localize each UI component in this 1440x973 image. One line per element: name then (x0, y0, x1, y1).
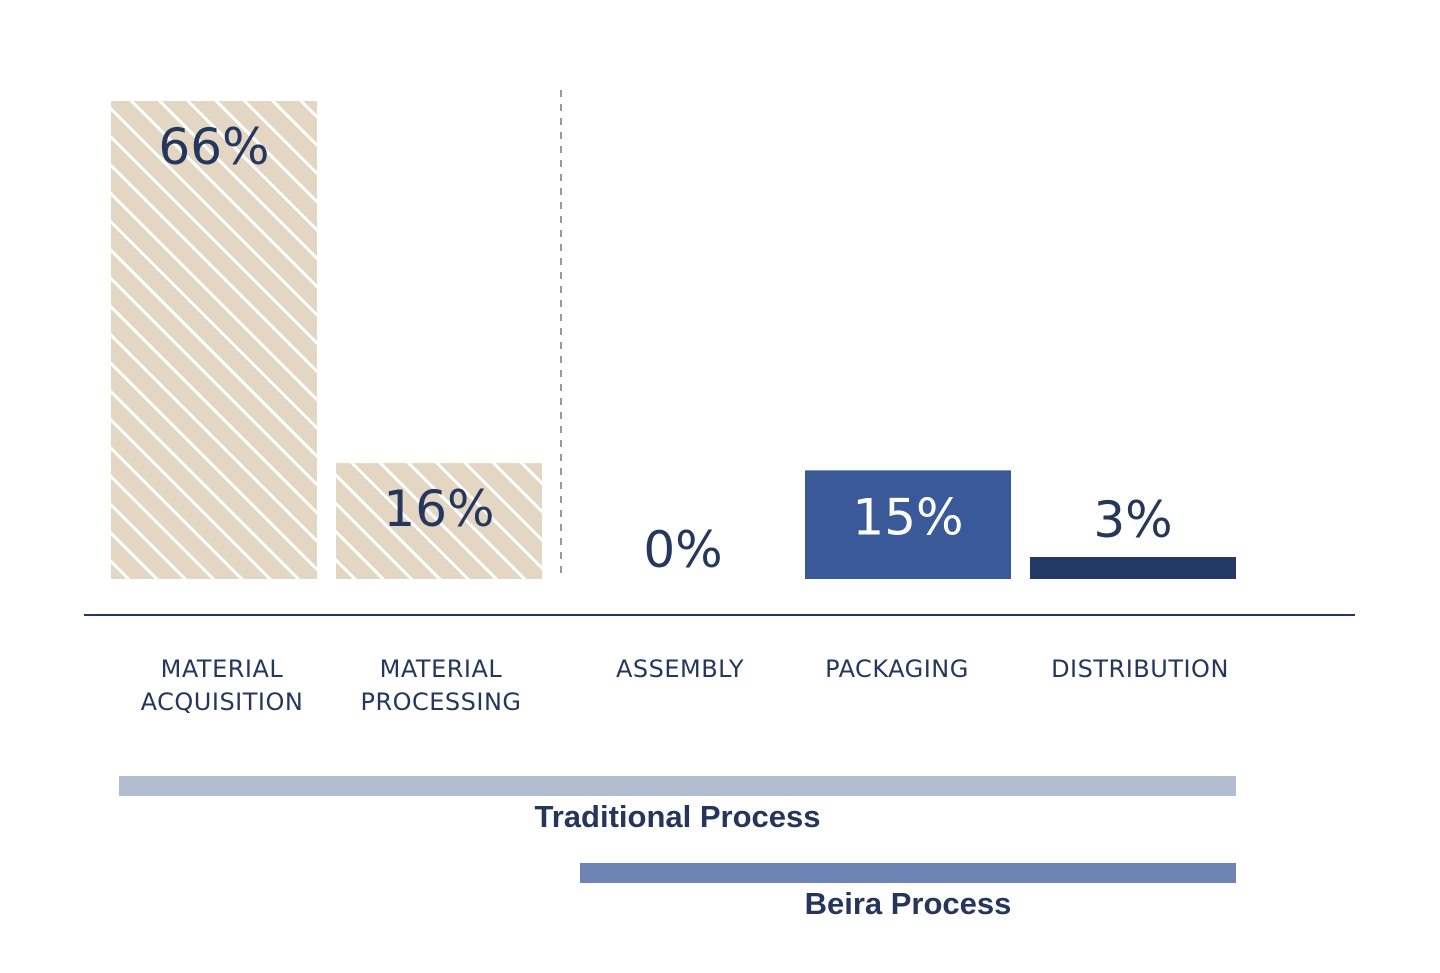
process-ranges: Traditional Process Beira Process (119, 776, 1236, 921)
category-label-3-line-0: PACKAGING (825, 655, 969, 683)
category-label-0-line-1: ACQUISITION (141, 688, 304, 716)
bar-value-label-2: 0% (643, 521, 722, 579)
process-range-bar-1 (580, 863, 1236, 883)
bar-value-label-3: 15% (852, 488, 963, 546)
bar-0 (111, 101, 317, 579)
bars-layer: 66% 16% 0% 15% 3% (111, 101, 1236, 579)
bar-1 (336, 463, 542, 579)
bar-3 (805, 470, 1011, 579)
category-label-1-line-0: MATERIAL (380, 655, 503, 683)
category-labels: MATERIAL ACQUISITION MATERIAL PROCESSING ASS… (141, 655, 1229, 716)
process-range-label-1: Beira Process (805, 886, 1012, 921)
process-range-bar-0 (119, 776, 1236, 796)
category-label-0-line-0: MATERIAL (161, 655, 284, 683)
process-range-label-0: Traditional Process (535, 799, 821, 834)
bar-value-label-0: 66% (158, 118, 269, 176)
category-label-4-line-0: DISTRIBUTION (1051, 655, 1229, 683)
category-label-1-line-1: PROCESSING (360, 688, 521, 716)
bar-4 (1030, 557, 1236, 579)
bar-value-label-4: 3% (1093, 491, 1172, 549)
category-label-2-line-0: ASSEMBLY (616, 655, 744, 683)
bar-value-label-1: 16% (383, 480, 494, 538)
